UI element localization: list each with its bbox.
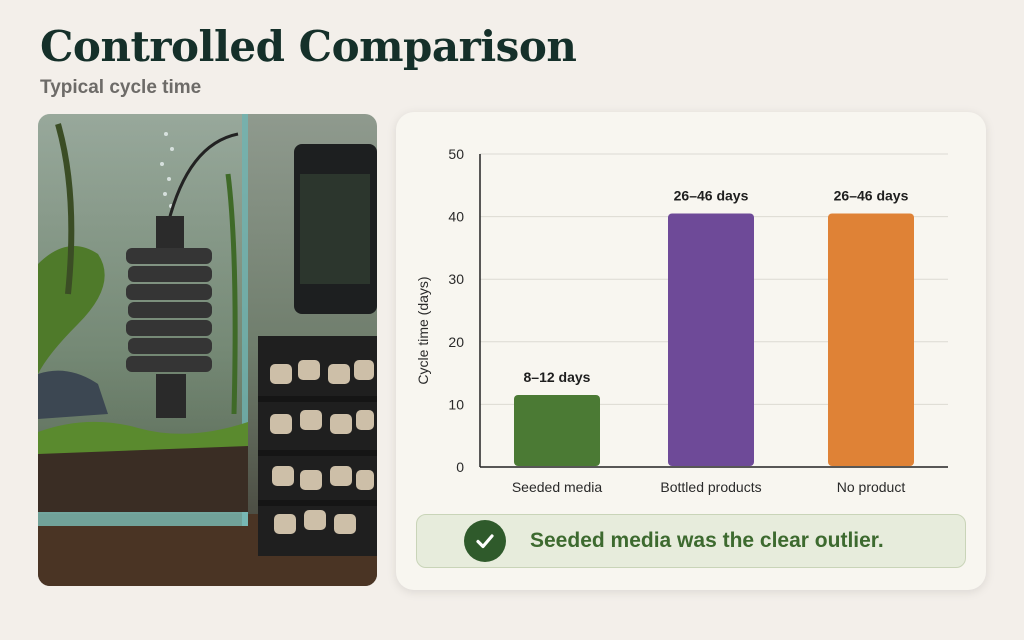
y-tick-label: 0 xyxy=(456,459,464,475)
bar-3 xyxy=(828,213,914,466)
check-circle-icon xyxy=(464,520,506,562)
callout-text: Seeded media was the clear outlier. xyxy=(530,529,884,552)
x-tick-label: Seeded media xyxy=(512,479,603,495)
data-label: 26–46 days xyxy=(834,187,909,203)
bar-chart: 0 10 20 30 40 50 Cycle time (days) 8–12 days See… xyxy=(415,146,948,495)
y-tick-label: 20 xyxy=(448,334,464,350)
aquarium-photo xyxy=(38,114,377,586)
x-tick-label: No product xyxy=(837,479,906,495)
chart-card: 0 10 20 30 40 50 Cycle time (days) 8–12 days See… xyxy=(396,112,986,590)
y-axis-title: Cycle time (days) xyxy=(415,276,431,384)
bar-2 xyxy=(668,213,754,466)
x-tick-label: Bottled products xyxy=(660,479,761,495)
bar-1 xyxy=(514,395,600,466)
y-tick-label: 50 xyxy=(448,146,464,162)
y-tick-label: 30 xyxy=(448,271,464,287)
y-tick-label: 40 xyxy=(448,209,464,225)
y-tick-label: 10 xyxy=(448,396,464,412)
data-label: 26–46 days xyxy=(674,187,749,203)
callout-banner: Seeded media was the clear outlier. xyxy=(416,514,966,568)
page-title: Controlled Comparison xyxy=(40,22,577,71)
page-subtitle: Typical cycle time xyxy=(40,77,202,98)
data-label: 8–12 days xyxy=(524,369,591,385)
